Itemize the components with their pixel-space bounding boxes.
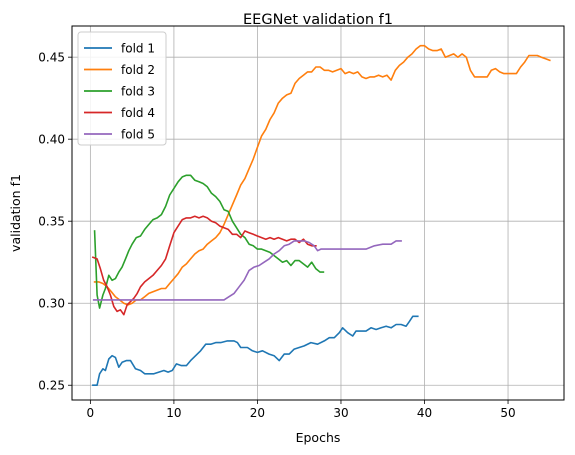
legend-label: fold 1: [121, 42, 155, 56]
x-tick-label: 50: [500, 406, 515, 420]
plot-frame: [71, 25, 565, 401]
x-tick-label: 0: [87, 406, 95, 420]
y-tick-label: 0.40: [38, 133, 65, 147]
series-line-fold-1: [92, 315, 419, 386]
legend-label: fold 3: [121, 85, 155, 99]
y-tick-label: 0.25: [38, 379, 65, 393]
y-tick-label: 0.35: [38, 215, 65, 229]
x-tick-label: 40: [417, 406, 432, 420]
y-tick-label: 0.45: [38, 51, 65, 65]
series-line-fold-2: [93, 44, 551, 306]
series-lines: [91, 44, 551, 386]
series-line-fold-3: [93, 174, 325, 309]
x-tick-label: 20: [250, 406, 265, 420]
chart-title: EEGNet validation f1: [243, 12, 393, 28]
y-axis-label: validation f1: [8, 174, 23, 252]
legend-label: fold 2: [121, 63, 155, 77]
series-line-fold-4: [91, 215, 317, 316]
series-line-fold-5: [92, 240, 402, 301]
legend-label: fold 5: [121, 128, 155, 142]
legend-box: [77, 31, 167, 146]
x-tick-label: 30: [333, 406, 348, 420]
axis-ticks: 0 10 20 30 40 50 0.25 0.30 0.35 0.40 0.45: [38, 51, 515, 420]
x-axis-label: Epochs: [296, 430, 341, 445]
legend: fold 1 fold 2 fold 3 fold 4 fold 5: [77, 31, 167, 146]
legend-label: fold 4: [121, 106, 155, 120]
x-tick-label: 10: [166, 406, 181, 420]
y-tick-label: 0.30: [38, 297, 65, 311]
